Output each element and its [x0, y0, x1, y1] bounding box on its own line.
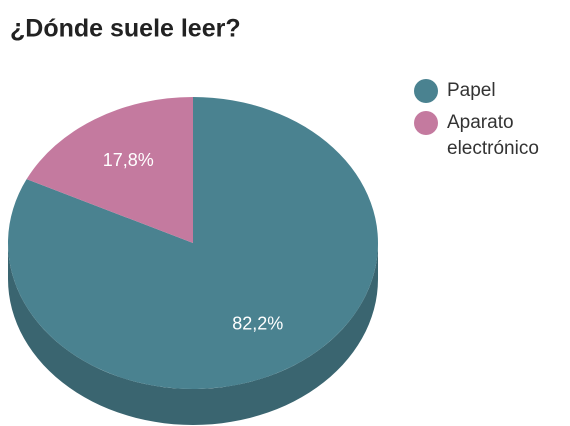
pie-slice [26, 96, 193, 243]
chart-title: ¿Dónde suele leer? [10, 15, 241, 43]
legend-label: Papel [447, 80, 496, 101]
legend: Papel Aparato electrónico [414, 78, 564, 168]
legend-swatch [414, 79, 438, 103]
legend-label: Aparato electrónico [447, 112, 539, 159]
pie-side [8, 243, 378, 425]
data-label: 82,2% [232, 313, 283, 333]
legend-swatch [414, 111, 438, 135]
data-label: 17,8% [103, 150, 154, 170]
legend-item: Aparato electrónico [414, 110, 564, 162]
legend-item: Papel [414, 78, 564, 104]
